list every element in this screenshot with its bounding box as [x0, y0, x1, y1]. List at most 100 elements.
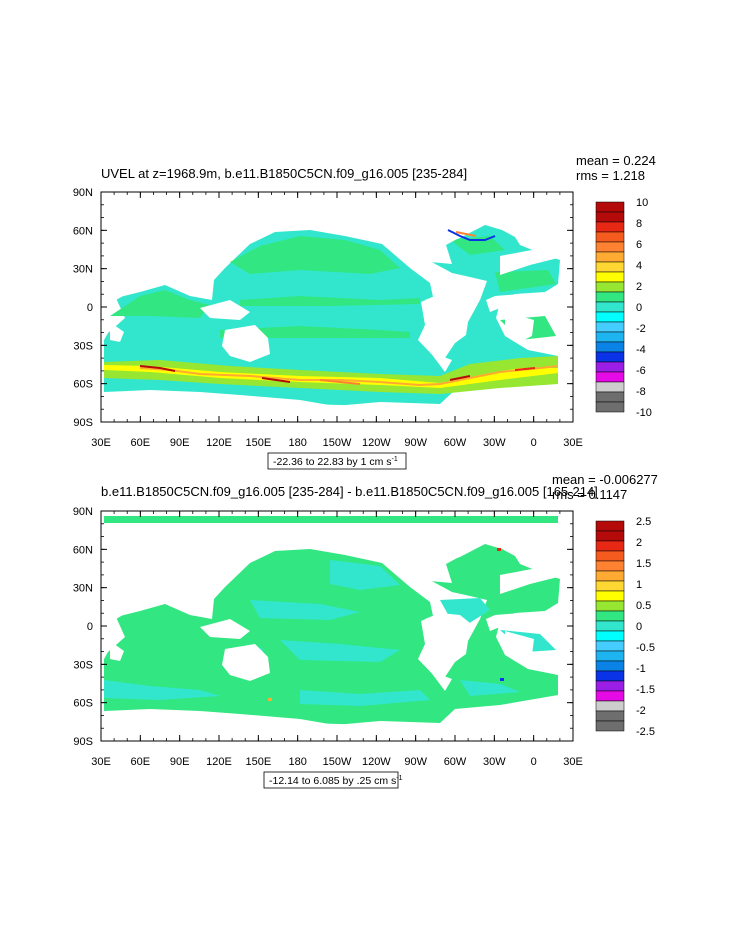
colorbar-box [595, 680, 625, 692]
x-tick-label: 150E [245, 756, 271, 768]
colorbar-box [595, 251, 625, 263]
colorbar-label: -2 [636, 705, 646, 717]
x-tick-label: 120W [362, 756, 391, 768]
panel-2-title: b.e11.B1850C5CN.f09_g16.005 [235-284] - … [101, 484, 598, 499]
colorbar-box [595, 211, 625, 223]
panel-1-title: UVEL at z=1968.9m, b.e11.B1850C5CN.f09_g… [101, 166, 467, 181]
panel-1-axes: 30E 60E 90E 120E 150E 180 150W 120W 90W 60W 30W 0 30… [73, 187, 583, 449]
colorbar-box [595, 550, 625, 562]
y-tick-label: 60N [73, 544, 93, 556]
x-tick-label: 180 [288, 437, 306, 449]
colorbar-box [595, 291, 625, 303]
panel-1-range-box [267, 452, 407, 470]
colorbar-box [595, 321, 625, 333]
panel-2-mean: mean = -0.006277 [552, 472, 658, 487]
colorbar-box [595, 620, 625, 632]
colorbar-box [595, 401, 625, 413]
x-tick-label: 90E [170, 756, 190, 768]
y-tick-label: 60N [73, 225, 93, 237]
y-tick-label: 30S [73, 340, 93, 352]
y-tick-label: 90N [73, 506, 93, 518]
colorbar-box [595, 610, 625, 622]
colorbar-box [595, 301, 625, 313]
colorbar-box [595, 520, 625, 532]
colorbar-box [595, 271, 625, 283]
x-tick-label: 120E [206, 756, 232, 768]
x-tick-label: 120W [362, 437, 391, 449]
colorbar-label: -2 [636, 323, 646, 335]
x-tick-label: 30E [91, 756, 111, 768]
colorbar-box [595, 600, 625, 612]
colorbar-box [595, 670, 625, 682]
panel-2-colorbar: 2.5 2 1.5 1 0.5 0 -0.5 -1 -1.5 -2 -2.5 [595, 516, 655, 738]
panel-2-range-label: -12.14 to 6.085 by .25 cm s-1 [269, 775, 403, 787]
colorbar-label: -1.5 [636, 684, 655, 696]
x-tick-label: 90W [404, 437, 427, 449]
panel-2-rms: rms = 0.1147 [552, 487, 627, 502]
x-tick-label: 120E [206, 437, 232, 449]
colorbar-box [595, 221, 625, 233]
x-tick-label: 30E [563, 756, 583, 768]
colorbar-box [595, 231, 625, 243]
colorbar-box [595, 630, 625, 642]
colorbar-label: -0.5 [636, 642, 655, 654]
colorbar-label: 10 [636, 197, 648, 209]
colorbar-label: 2 [636, 281, 642, 293]
colorbar-box [595, 560, 625, 572]
y-tick-label: 30N [73, 264, 93, 276]
colorbar-label: -1 [636, 663, 646, 675]
colorbar-box [595, 361, 625, 373]
x-tick-label: 30E [563, 437, 583, 449]
colorbar-box [595, 590, 625, 602]
colorbar-label: 0 [636, 302, 642, 314]
colorbar-label: 0.5 [636, 600, 651, 612]
colorbar-box [595, 650, 625, 662]
colorbar-box [595, 371, 625, 383]
colorbar-box [595, 580, 625, 592]
x-tick-label: 150E [245, 437, 271, 449]
x-tick-label: 90E [170, 437, 190, 449]
colorbar-label: -6 [636, 365, 646, 377]
panel-2: b.e11.B1850C5CN.f09_g16.005 [235-284] - … [73, 472, 658, 789]
colorbar-box [595, 201, 625, 213]
panel-1-map [101, 192, 573, 422]
panel-1-rms: rms = 1.218 [576, 168, 645, 183]
colorbar-box [595, 381, 625, 393]
panel-1-mean: mean = 0.224 [576, 153, 656, 168]
colorbar-label: 1.5 [636, 558, 651, 570]
y-tick-label: 30N [73, 583, 93, 595]
colorbar-box [595, 540, 625, 552]
colorbar-label: -4 [636, 344, 646, 356]
x-tick-label: 30W [483, 756, 506, 768]
colorbar-label: 2 [636, 537, 642, 549]
panel-1-range-label: -22.36 to 22.83 by 1 cm s-1 [273, 456, 398, 468]
colorbar-box [595, 391, 625, 403]
colorbar-box [595, 261, 625, 273]
colorbar-box [595, 690, 625, 702]
y-tick-label: 60S [73, 379, 93, 391]
y-tick-label: 0 [87, 621, 93, 633]
colorbar-box [595, 640, 625, 652]
colorbar-box [595, 351, 625, 363]
panel-2-map [101, 511, 573, 741]
x-tick-label: 0 [531, 437, 537, 449]
x-tick-label: 150W [323, 437, 352, 449]
y-tick-label: 90S [73, 736, 93, 748]
panel-2-axes: 30E 60E 90E 120E 150E 180 150W 120W 90W 60W 30W 0 30… [73, 506, 583, 768]
colorbar-label: 2.5 [636, 516, 651, 528]
y-tick-label: 90N [73, 187, 93, 199]
colorbar-box [595, 660, 625, 672]
panel-2-range-box [263, 771, 399, 789]
panel-1-colorbar: 10 8 6 4 2 0 -2 -4 -6 -8 -10 [595, 197, 652, 419]
colorbar-box [595, 700, 625, 712]
y-tick-label: 90S [73, 417, 93, 429]
colorbar-label: -10 [636, 407, 652, 419]
colorbar-label: 6 [636, 239, 642, 251]
colorbar-label: -8 [636, 386, 646, 398]
x-tick-label: 60E [131, 437, 151, 449]
x-tick-label: 180 [288, 756, 306, 768]
x-tick-label: 150W [323, 756, 352, 768]
colorbar-label: 8 [636, 218, 642, 230]
y-tick-label: 30S [73, 659, 93, 671]
